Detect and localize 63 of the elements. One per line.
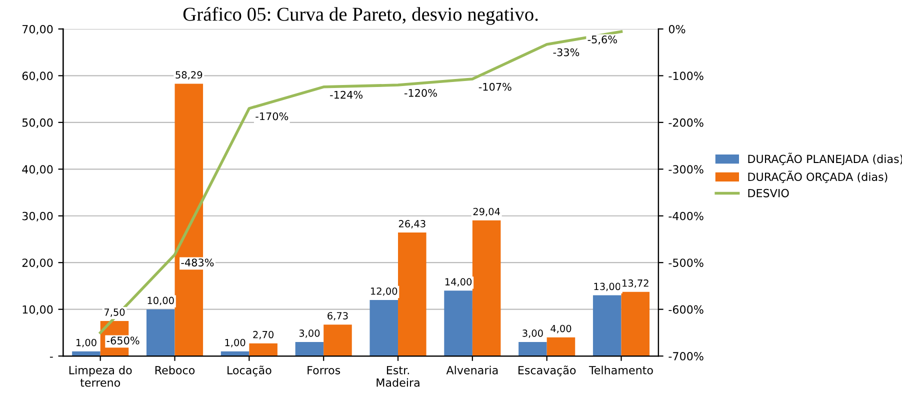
y2-tick-label: -500% (668, 258, 704, 267)
data-label: 3,00 (522, 330, 543, 338)
data-label: 3,00 (299, 330, 320, 338)
bar (398, 232, 426, 356)
y2-tick-label: -400% (668, 212, 704, 220)
data-label: 10,00 (148, 296, 174, 306)
x-tick-label: Locação (228, 366, 272, 376)
x-tick-label: Forros (308, 366, 340, 374)
legend-label: DURAÇÃO ORÇADA (dias) (748, 170, 888, 184)
y-tick-label: 10,00 (22, 305, 53, 315)
y-tick-label: 50,00 (22, 118, 53, 128)
bar (146, 309, 175, 356)
y2-tick-label: -100% (668, 72, 704, 80)
y-tick-label: 60,00 (22, 72, 53, 82)
data-label: -5,6% (588, 36, 617, 44)
y2-tick-label: -600% (668, 305, 704, 314)
data-label: 7,50 (104, 308, 125, 317)
y2-tick-label: -200% (668, 118, 704, 127)
x-tick-label: Limpeza do terreno (69, 366, 132, 387)
data-label: -650% (106, 336, 140, 344)
y2-tick-label: 0% (668, 24, 686, 34)
x-tick-label: Alvenaria (446, 366, 498, 374)
data-label: -107% (478, 82, 512, 91)
data-label: -120% (404, 88, 437, 97)
data-label: 12,00 (371, 287, 398, 296)
x-tick-label: Estr. Madeira (376, 366, 420, 387)
x-tick-label: Escavação (518, 366, 576, 376)
bar (324, 324, 352, 356)
bar (472, 220, 501, 356)
data-label: 29,04 (473, 208, 500, 216)
data-label: 1,00 (76, 338, 96, 348)
x-tick-label: Telhamento (588, 366, 653, 374)
y-tick-label: 70,00 (22, 24, 53, 34)
data-label: 58,29 (176, 71, 202, 80)
data-label: -33% (553, 48, 580, 56)
chart-title: Gráfico 05: Curva de Pareto, desvio negativo. (183, 6, 538, 25)
y-tick-label: 20,00 (22, 258, 53, 268)
y-tick-label: 40,00 (22, 165, 53, 175)
data-label: 14,00 (445, 278, 472, 286)
bar (444, 290, 472, 356)
y2-tick-label: -300% (668, 165, 704, 174)
data-label: 13,72 (622, 279, 648, 288)
data-label: 4,00 (550, 324, 572, 334)
data-label: 26,43 (398, 220, 426, 228)
bar (518, 342, 547, 356)
bar (295, 342, 324, 356)
bar (370, 300, 398, 356)
bar (249, 343, 278, 356)
y-tick-label: - (50, 356, 53, 358)
bar (621, 292, 650, 356)
data-label: 1,00 (225, 338, 246, 348)
data-label: -124% (330, 90, 363, 99)
y2-tick-label: -700% (668, 352, 704, 360)
bar (592, 295, 622, 356)
bar (546, 337, 576, 356)
legend-label: DESVIO (748, 188, 789, 198)
x-tick-label: Reboco (155, 366, 195, 374)
data-label: -483% (181, 258, 214, 266)
data-label: -170% (256, 112, 288, 120)
data-label: 13,00 (594, 282, 620, 292)
y-tick-label: 30,00 (22, 212, 53, 222)
data-label: 2,70 (253, 330, 274, 340)
data-label: 6,73 (328, 312, 348, 320)
